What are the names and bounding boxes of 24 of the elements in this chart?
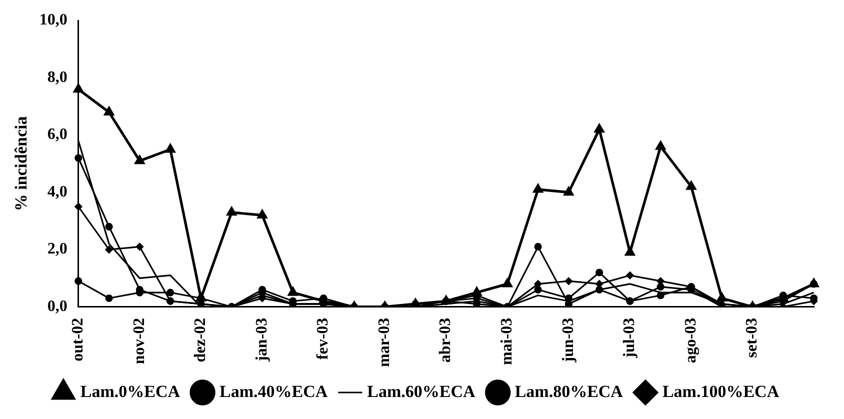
legend-label: Lam.0%ECA bbox=[80, 382, 181, 401]
x-tick-label: jul-03 bbox=[621, 318, 638, 359]
legend-label: Lam.40%ECA bbox=[220, 382, 328, 401]
x-tick-label: out-02 bbox=[70, 318, 87, 362]
x-tick-label: abr-03 bbox=[437, 318, 454, 363]
legend-label: Lam.100%ECA bbox=[662, 382, 780, 401]
x-tick-label: mar-03 bbox=[376, 318, 393, 368]
y-tick-label: 6,0 bbox=[47, 126, 68, 144]
y-tick-label: 2,0 bbox=[47, 240, 68, 258]
x-tick-label: set-03 bbox=[744, 318, 761, 358]
x-tick-label: ago-03 bbox=[682, 318, 700, 364]
legend-label: Lam.60%ECA bbox=[367, 382, 476, 401]
x-tick-label: nov-02 bbox=[130, 318, 148, 364]
x-tick-label: dez-02 bbox=[192, 318, 210, 362]
legend-label: Lam.80%ECA bbox=[514, 382, 624, 401]
x-tick-label: mai-03 bbox=[498, 318, 516, 365]
x-tick-label: jan-03 bbox=[253, 318, 270, 362]
x-tick-label: jun-03 bbox=[560, 318, 577, 364]
y-axis-title: % incidência bbox=[12, 116, 31, 212]
x-tick-label: fev-03 bbox=[314, 318, 332, 360]
y-tick-label: 10,0 bbox=[39, 12, 68, 29]
y-tick-label: 8,0 bbox=[47, 68, 68, 86]
y-tick-label: 4,0 bbox=[47, 183, 68, 200]
y-tick-label: 0,0 bbox=[47, 298, 68, 315]
